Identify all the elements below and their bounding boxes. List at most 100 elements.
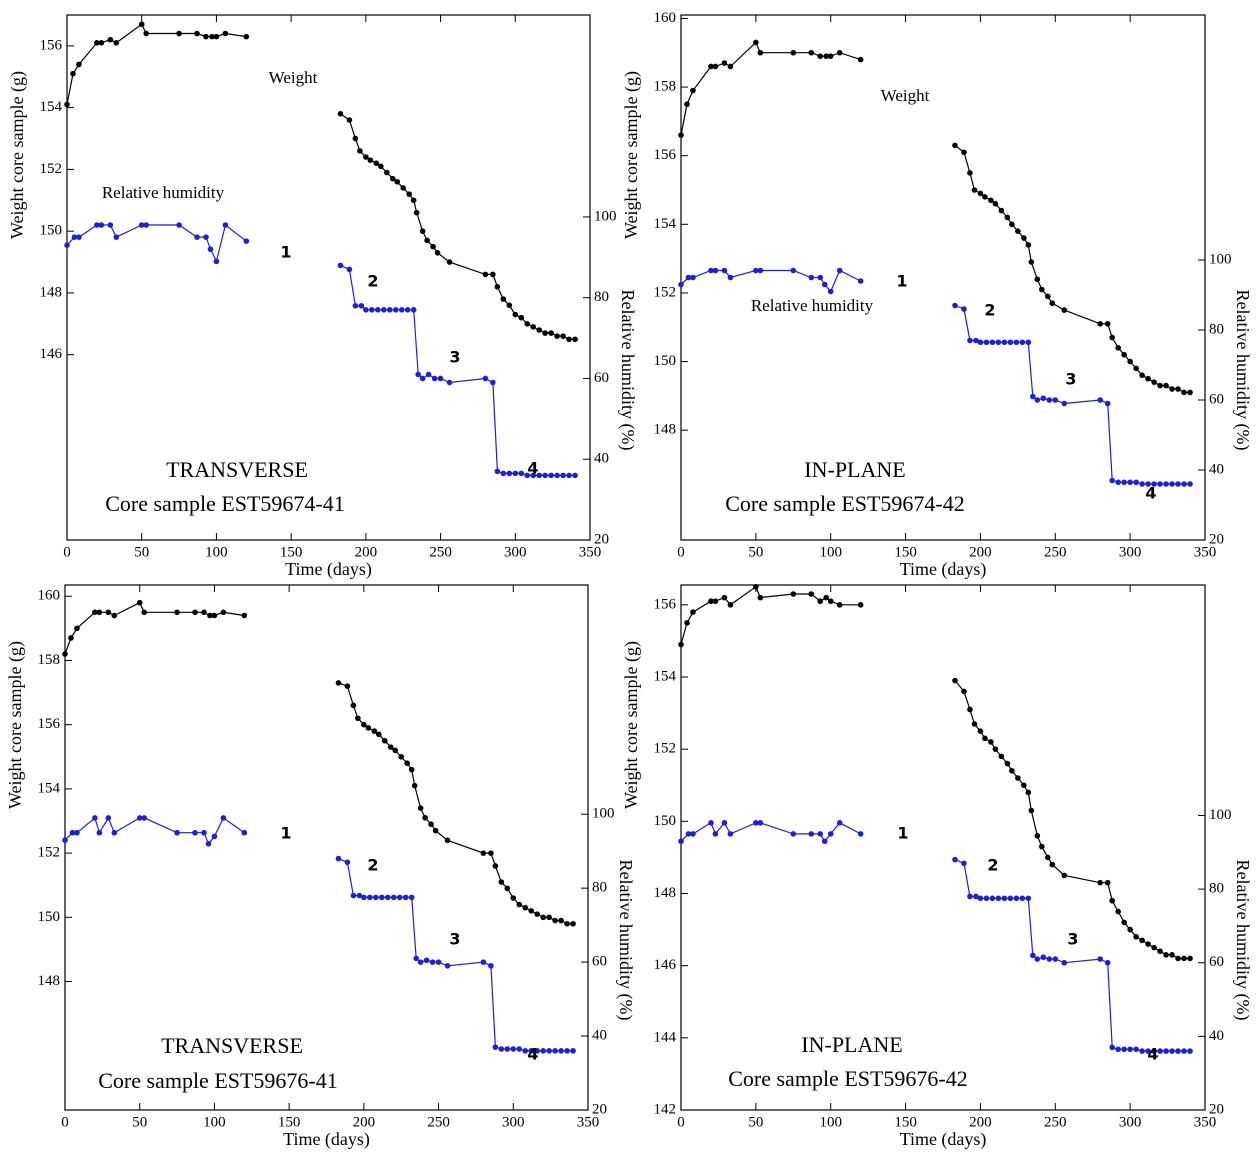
data-point <box>376 731 382 738</box>
y2-tick-label: 40 <box>594 451 609 467</box>
data-point <box>222 30 229 37</box>
data-point <box>1007 339 1014 346</box>
data-point <box>1034 397 1041 403</box>
data-point <box>790 267 797 274</box>
data-point <box>546 1048 552 1054</box>
data-point <box>384 894 391 901</box>
data-point <box>363 307 369 313</box>
x-axis-label: Time (days) <box>900 1129 987 1150</box>
data-point <box>136 599 143 606</box>
data-point <box>111 612 118 619</box>
data-point <box>1175 1048 1181 1054</box>
data-point <box>1151 481 1157 487</box>
x-tick-label: 50 <box>134 544 149 560</box>
data-point <box>96 609 103 616</box>
y-axis-label: Weight core sample (g) <box>5 641 26 809</box>
y-tick-label: 156 <box>40 37 63 53</box>
data-point <box>971 187 978 193</box>
y-tick-label: 156 <box>654 596 677 612</box>
annotation: 2 <box>984 301 995 320</box>
data-point <box>817 53 824 59</box>
y-tick-label: 154 <box>654 668 677 684</box>
data-point <box>552 1048 558 1054</box>
y2-tick-label: 20 <box>1209 1101 1224 1117</box>
data-point <box>808 274 815 281</box>
annotation: Relative humidity <box>751 296 874 315</box>
data-point <box>808 591 815 597</box>
data-point <box>1151 944 1157 951</box>
x-axis-label: Time (days) <box>285 559 372 580</box>
data-point <box>1061 959 1068 966</box>
x-tick-label: 150 <box>894 544 917 560</box>
y-tick-label: 148 <box>40 284 63 300</box>
data-point <box>410 307 417 313</box>
y2-tick-label: 80 <box>1209 881 1224 897</box>
y2-tick-label: 60 <box>592 954 607 970</box>
y-tick-label: 144 <box>654 1029 677 1045</box>
data-point <box>1004 214 1011 221</box>
data-point <box>504 1046 511 1052</box>
data-point <box>498 1046 505 1052</box>
data-point <box>757 820 764 826</box>
data-point <box>817 598 824 605</box>
data-point <box>192 829 198 836</box>
data-point <box>1169 386 1175 392</box>
data-point <box>1115 1046 1121 1053</box>
annotation: 2 <box>367 272 378 291</box>
series-line <box>66 223 576 476</box>
data-point <box>373 894 379 901</box>
data-point <box>857 831 864 837</box>
data-point <box>952 302 958 309</box>
annotation: Weight <box>881 86 930 105</box>
panel: 0 50 100 150 200 250 300 3501421441461481501521… <box>621 584 1253 1150</box>
data-point <box>989 339 996 346</box>
data-point <box>1139 372 1145 379</box>
data-point <box>678 641 684 648</box>
data-point <box>821 281 828 288</box>
data-point <box>540 1048 546 1054</box>
data-point <box>1145 375 1151 382</box>
data-point <box>363 154 369 160</box>
data-point <box>1187 481 1193 487</box>
data-point <box>1104 321 1111 327</box>
data-point <box>512 470 519 477</box>
data-point <box>570 920 576 927</box>
x-tick-label: 200 <box>353 1114 376 1130</box>
data-point <box>1061 400 1068 407</box>
data-point <box>220 815 227 821</box>
data-point <box>1109 334 1115 341</box>
y-tick-label: 152 <box>654 741 677 757</box>
data-point <box>1015 228 1021 234</box>
data-point <box>94 39 100 46</box>
annotation: 1 <box>896 272 907 291</box>
y-tick-label: 150 <box>38 909 61 925</box>
data-point <box>392 307 399 313</box>
data-point <box>446 379 453 386</box>
annotation: IN-PLANE <box>801 1032 902 1057</box>
data-point <box>432 827 439 834</box>
data-point <box>201 829 207 836</box>
data-point <box>516 901 523 908</box>
data-point <box>76 234 82 240</box>
data-point <box>64 101 70 108</box>
data-point <box>530 472 537 479</box>
data-point <box>572 472 578 479</box>
x-tick-label: 100 <box>205 544 228 560</box>
y-tick-label: 150 <box>654 813 677 829</box>
data-point <box>98 39 105 46</box>
data-point <box>174 609 180 616</box>
data-point <box>207 246 214 253</box>
plot-frame <box>680 584 1206 1111</box>
data-point <box>712 267 719 274</box>
series-line <box>66 23 576 340</box>
data-point <box>113 234 120 240</box>
data-point <box>64 242 70 248</box>
plot-frame <box>680 14 1206 541</box>
data-point <box>1104 959 1111 966</box>
data-point <box>983 895 990 902</box>
data-point <box>823 594 830 601</box>
data-point <box>1097 879 1103 886</box>
x-tick-label: 300 <box>1119 1114 1142 1130</box>
data-point <box>404 760 410 767</box>
data-point <box>1025 895 1032 902</box>
